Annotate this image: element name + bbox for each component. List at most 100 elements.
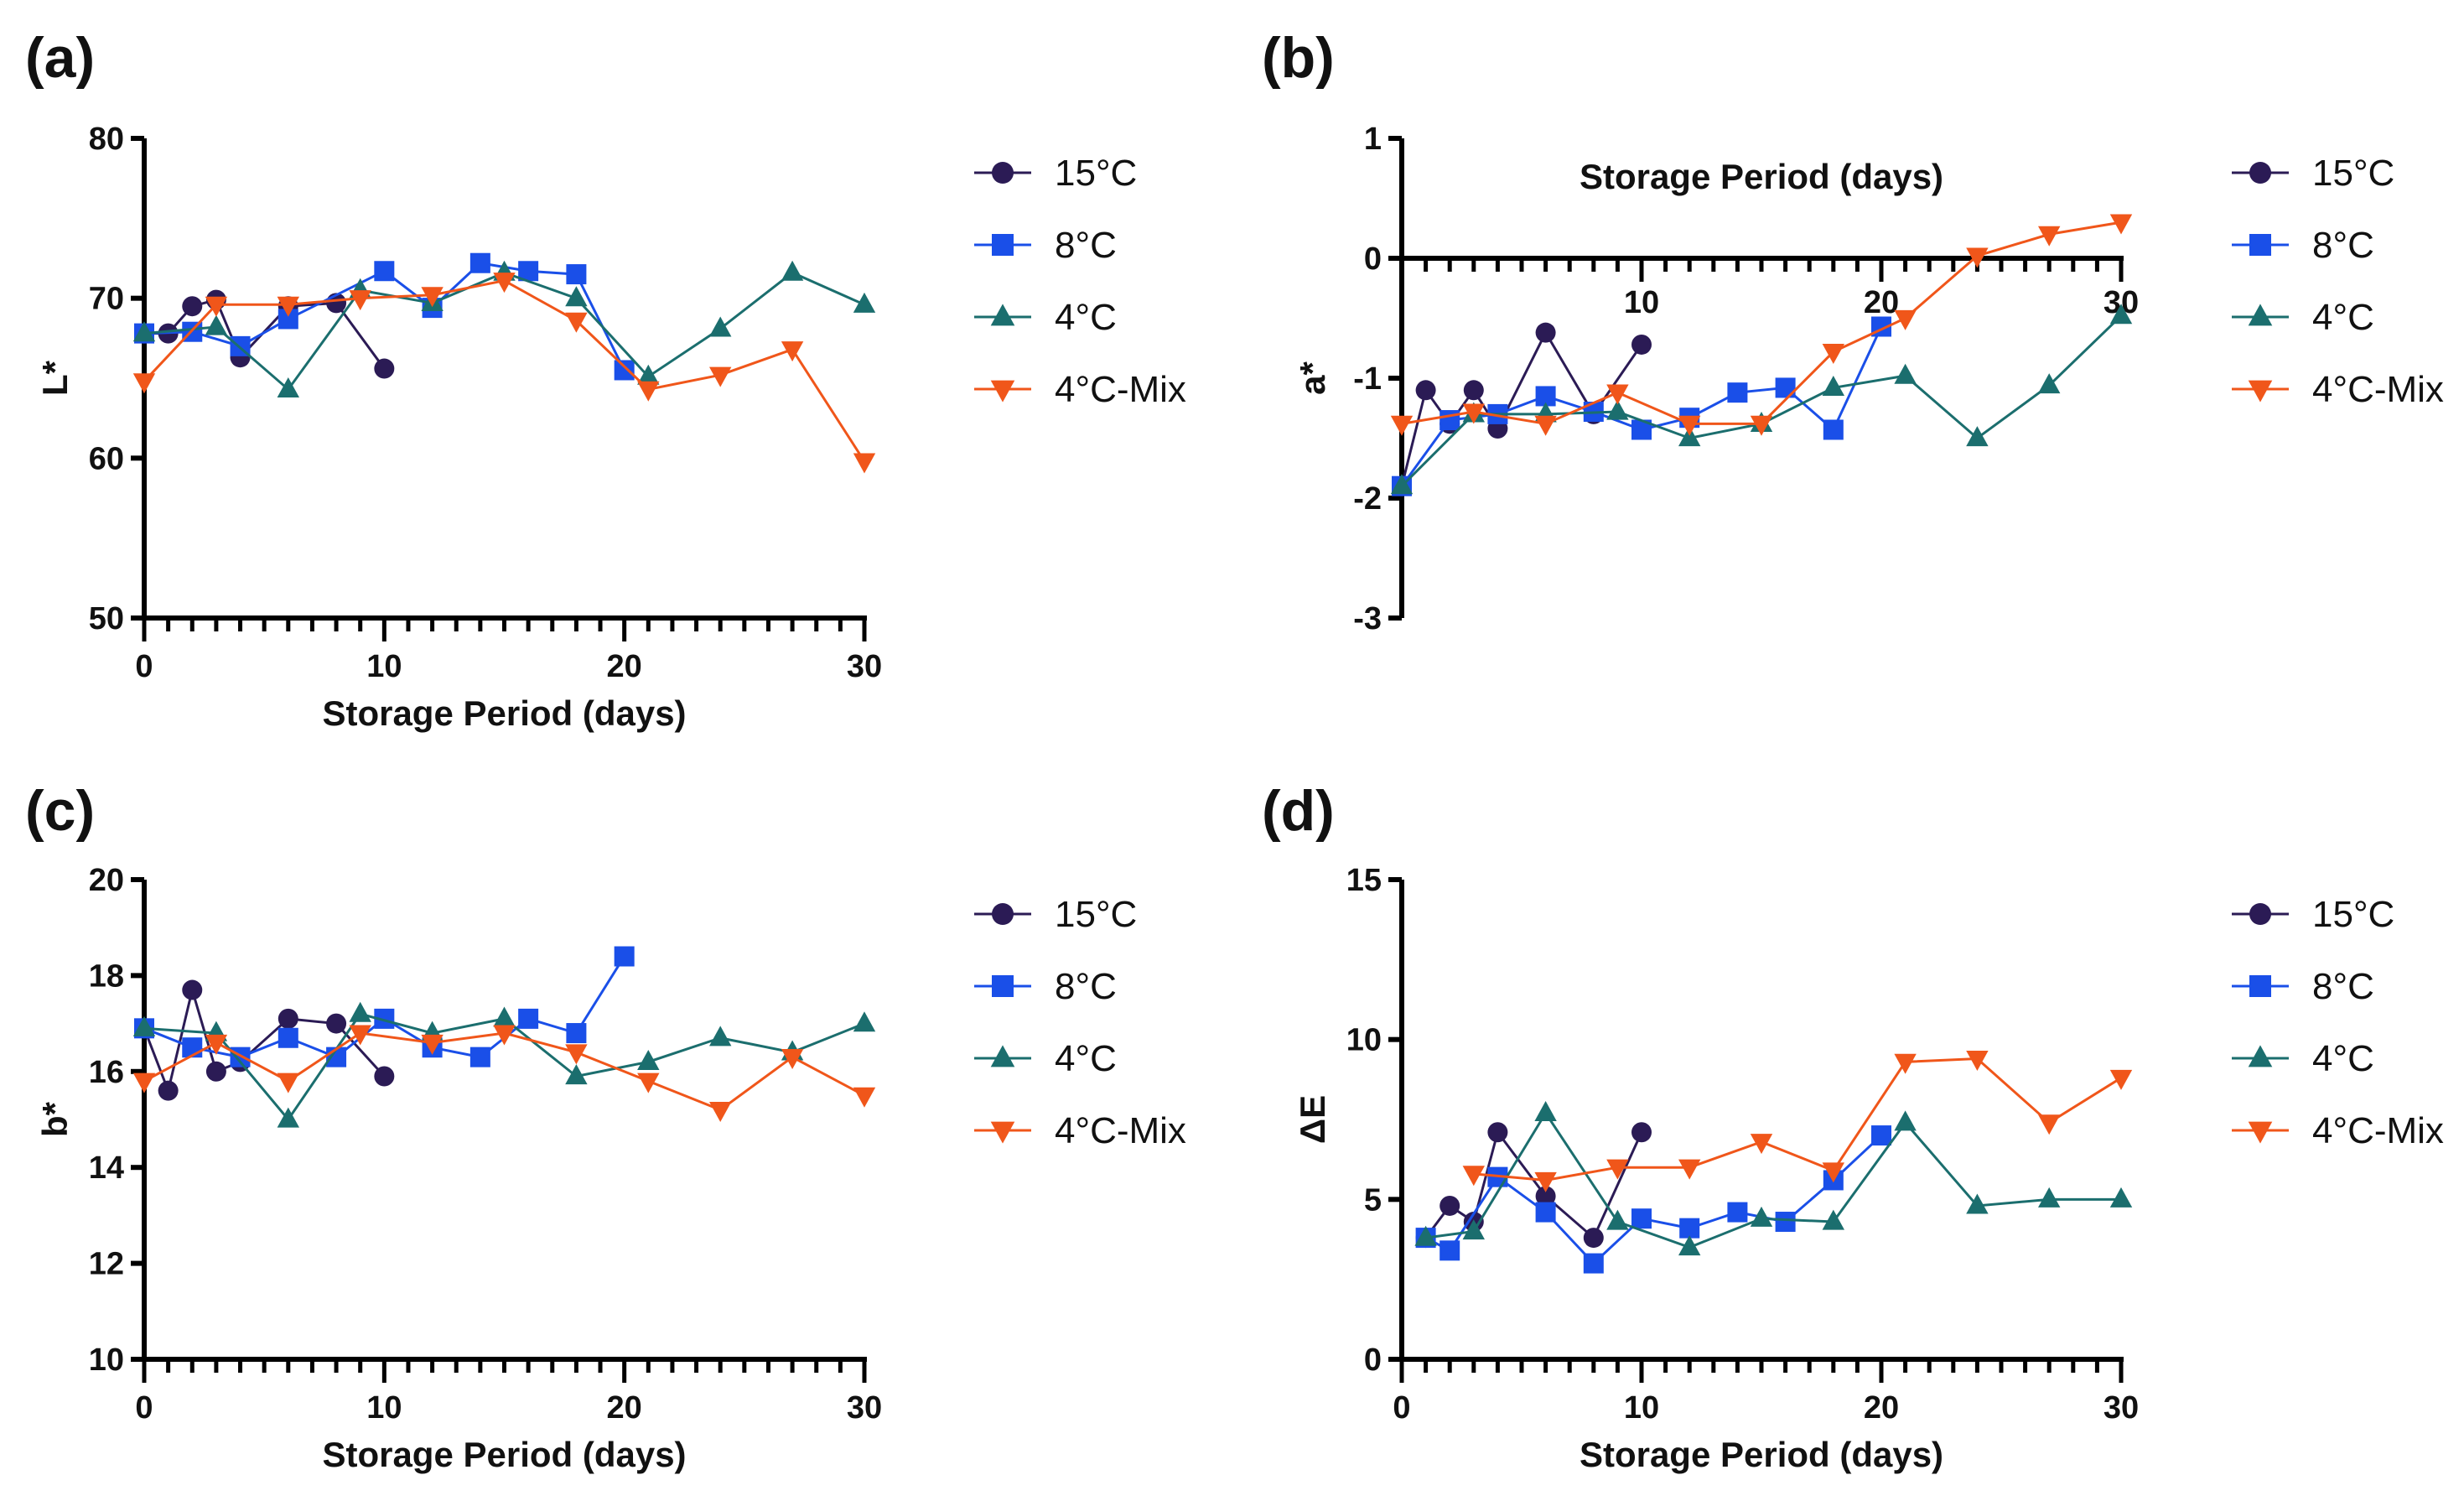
y-tick-label: 60 <box>89 441 124 476</box>
x-tick-label: 0 <box>135 1390 153 1426</box>
data-point <box>205 1061 226 1082</box>
data-point <box>349 1025 371 1046</box>
data-point <box>781 1049 804 1070</box>
series-line <box>1400 330 1643 487</box>
data-point <box>518 1008 539 1029</box>
y-axis-title: b* <box>35 1101 75 1137</box>
data-point <box>1966 1193 1989 1214</box>
y-tick-label: 10 <box>1346 1023 1382 1058</box>
y-tick-label: 15 <box>1346 863 1382 898</box>
panel-label: (d) <box>1262 779 1335 843</box>
data-point <box>853 1011 876 1032</box>
data-point <box>493 1006 516 1027</box>
data-point <box>853 453 876 474</box>
data-point <box>469 252 490 273</box>
data-point <box>158 1080 179 1101</box>
legend-entry: 4°C-Mix <box>2312 1110 2444 1151</box>
legend-marker <box>992 975 1014 997</box>
series-1 <box>134 946 635 1067</box>
y-tick-label: 18 <box>89 958 124 994</box>
data-point <box>1439 410 1460 431</box>
data-point <box>2109 1187 2133 1208</box>
x-axis-title: Storage Period (days) <box>322 1435 686 1474</box>
x-axis-title: Storage Period (days) <box>1580 1435 1943 1474</box>
x-tick-label: 20 <box>607 1390 642 1426</box>
legend-marker <box>990 380 1015 403</box>
series-line <box>144 298 386 370</box>
legend-marker <box>992 162 1014 184</box>
data-point <box>277 377 299 397</box>
data-point <box>1966 247 1989 268</box>
data-point <box>278 1027 298 1048</box>
series-2 <box>1390 304 2133 495</box>
x-axis-title: Storage Period (days) <box>1580 157 1943 196</box>
y-tick-label: -2 <box>1353 481 1382 517</box>
data-point <box>1439 1240 1460 1261</box>
data-point <box>565 1064 588 1085</box>
data-point <box>1823 419 1844 440</box>
data-point <box>132 1073 156 1093</box>
data-point <box>565 286 588 307</box>
data-point <box>1631 1208 1652 1229</box>
data-point <box>1822 1162 1844 1183</box>
data-point <box>132 373 156 394</box>
series-1 <box>1415 1125 1891 1274</box>
data-point <box>637 1073 660 1093</box>
panel-a: (a) 50 60 70 80 0 10 20 30 Storage Period (days) L… <box>25 26 1186 733</box>
y-tick-label: 0 <box>1364 1343 1382 1378</box>
series-3 <box>132 1025 876 1122</box>
legend-entry: 4°C-Mix <box>2312 369 2444 410</box>
data-point <box>2038 373 2061 394</box>
data-point <box>1583 1228 1604 1249</box>
data-point <box>781 260 804 281</box>
legend-marker <box>2248 380 2273 403</box>
y-tick-label: -3 <box>1353 601 1382 636</box>
data-point <box>709 1101 732 1122</box>
data-point <box>1606 1159 1629 1180</box>
x-axis-title: Storage Period (days) <box>322 693 686 733</box>
x-tick-label: 0 <box>1393 1390 1410 1426</box>
data-point <box>277 1073 299 1093</box>
data-point <box>614 360 635 381</box>
data-point <box>1750 1134 1773 1155</box>
data-point <box>1534 1171 1557 1192</box>
series-0 <box>1415 1122 1652 1249</box>
data-point <box>1606 399 1629 420</box>
legend-entry: 8°C <box>1055 225 1117 266</box>
legend-entry: 4°C <box>2312 297 2374 338</box>
data-point <box>205 314 228 335</box>
data-point <box>493 273 516 293</box>
legend-marker <box>2249 975 2271 997</box>
data-point <box>374 358 395 379</box>
data-point <box>1966 426 1989 447</box>
data-point <box>469 1047 490 1067</box>
y-tick-label: 1 <box>1364 122 1382 157</box>
series-3 <box>132 273 876 474</box>
legend-marker <box>2249 162 2271 184</box>
data-point <box>1463 380 1484 401</box>
data-point <box>1462 1166 1485 1187</box>
data-point <box>709 1026 732 1047</box>
x-tick-label: 30 <box>847 1390 882 1426</box>
x-tick-label: 20 <box>1864 1390 1899 1426</box>
x-tick-label: 10 <box>366 1390 402 1426</box>
legend-entry: 4°C <box>1055 297 1117 338</box>
y-axis-title: L* <box>35 360 75 396</box>
legend-entry: 15°C <box>2312 894 2394 935</box>
data-point <box>1822 343 1844 364</box>
y-tick-label: 5 <box>1364 1182 1382 1218</box>
data-point <box>1775 1212 1796 1233</box>
data-point <box>1678 1159 1701 1180</box>
legend-marker <box>2249 234 2271 256</box>
legend-marker <box>2249 903 2271 925</box>
y-tick-label: 50 <box>89 601 124 636</box>
data-point <box>1535 1202 1556 1223</box>
y-tick-label: 16 <box>89 1055 124 1090</box>
series-3 <box>1462 1050 2133 1192</box>
data-point <box>1414 1225 1437 1246</box>
data-point <box>709 366 732 387</box>
data-point <box>1487 1122 1508 1143</box>
data-point <box>566 1023 587 1044</box>
series-line <box>1425 1110 2121 1249</box>
